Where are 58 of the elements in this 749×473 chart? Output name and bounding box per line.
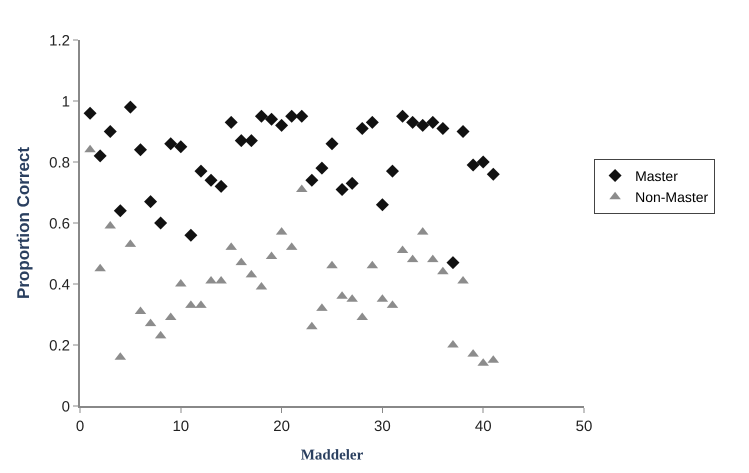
point [285, 110, 298, 123]
point [336, 182, 349, 196]
point [315, 162, 328, 175]
point [326, 137, 338, 150]
point [234, 134, 248, 148]
legend-label: Non-Master [635, 189, 709, 206]
x-tick-label: 40 [474, 418, 492, 435]
point [265, 112, 278, 126]
point [305, 174, 318, 187]
point [486, 168, 500, 181]
legend-label: Master [635, 168, 678, 184]
point [406, 116, 420, 129]
point [154, 216, 168, 230]
point [134, 143, 147, 156]
point [436, 122, 450, 135]
point [114, 204, 127, 218]
point [214, 180, 228, 193]
point [396, 110, 410, 123]
point [456, 125, 470, 138]
point [144, 195, 158, 208]
y-tick-label: 1 [62, 93, 70, 110]
point [275, 118, 288, 132]
point [204, 174, 218, 187]
y-tick-label: 0.4 [49, 276, 70, 294]
point [104, 125, 117, 138]
y-tick-label: 0.2 [49, 337, 70, 354]
point [376, 198, 389, 212]
x-tick-label: 10 [172, 418, 190, 435]
y-axis-title: Proportion Correct [14, 146, 34, 300]
point [295, 110, 308, 123]
point [466, 158, 480, 172]
point [416, 118, 430, 132]
point [426, 116, 440, 129]
point [184, 228, 198, 242]
y-tick-label: 0 [62, 398, 70, 416]
x-axis-title: Maddeler [300, 448, 364, 464]
point [224, 116, 238, 129]
point [94, 149, 107, 162]
point [84, 106, 97, 120]
point [366, 116, 379, 129]
y-tick-label: 0.6 [49, 215, 70, 232]
point [164, 137, 178, 150]
x-tick-label: 30 [374, 418, 391, 435]
point [244, 134, 258, 148]
point [124, 100, 137, 114]
x-tick-label: 20 [273, 418, 290, 435]
point [346, 176, 359, 190]
point [446, 256, 460, 270]
point [386, 164, 399, 178]
y-tick-label: 1.2 [49, 32, 70, 50]
x-tick-label: 0 [76, 418, 84, 435]
y-tick-label: 0.8 [49, 154, 70, 172]
point [194, 164, 208, 178]
point [356, 122, 369, 135]
point [476, 156, 490, 168]
x-tick-label: 50 [576, 418, 592, 435]
point [254, 110, 268, 123]
point [174, 140, 188, 154]
